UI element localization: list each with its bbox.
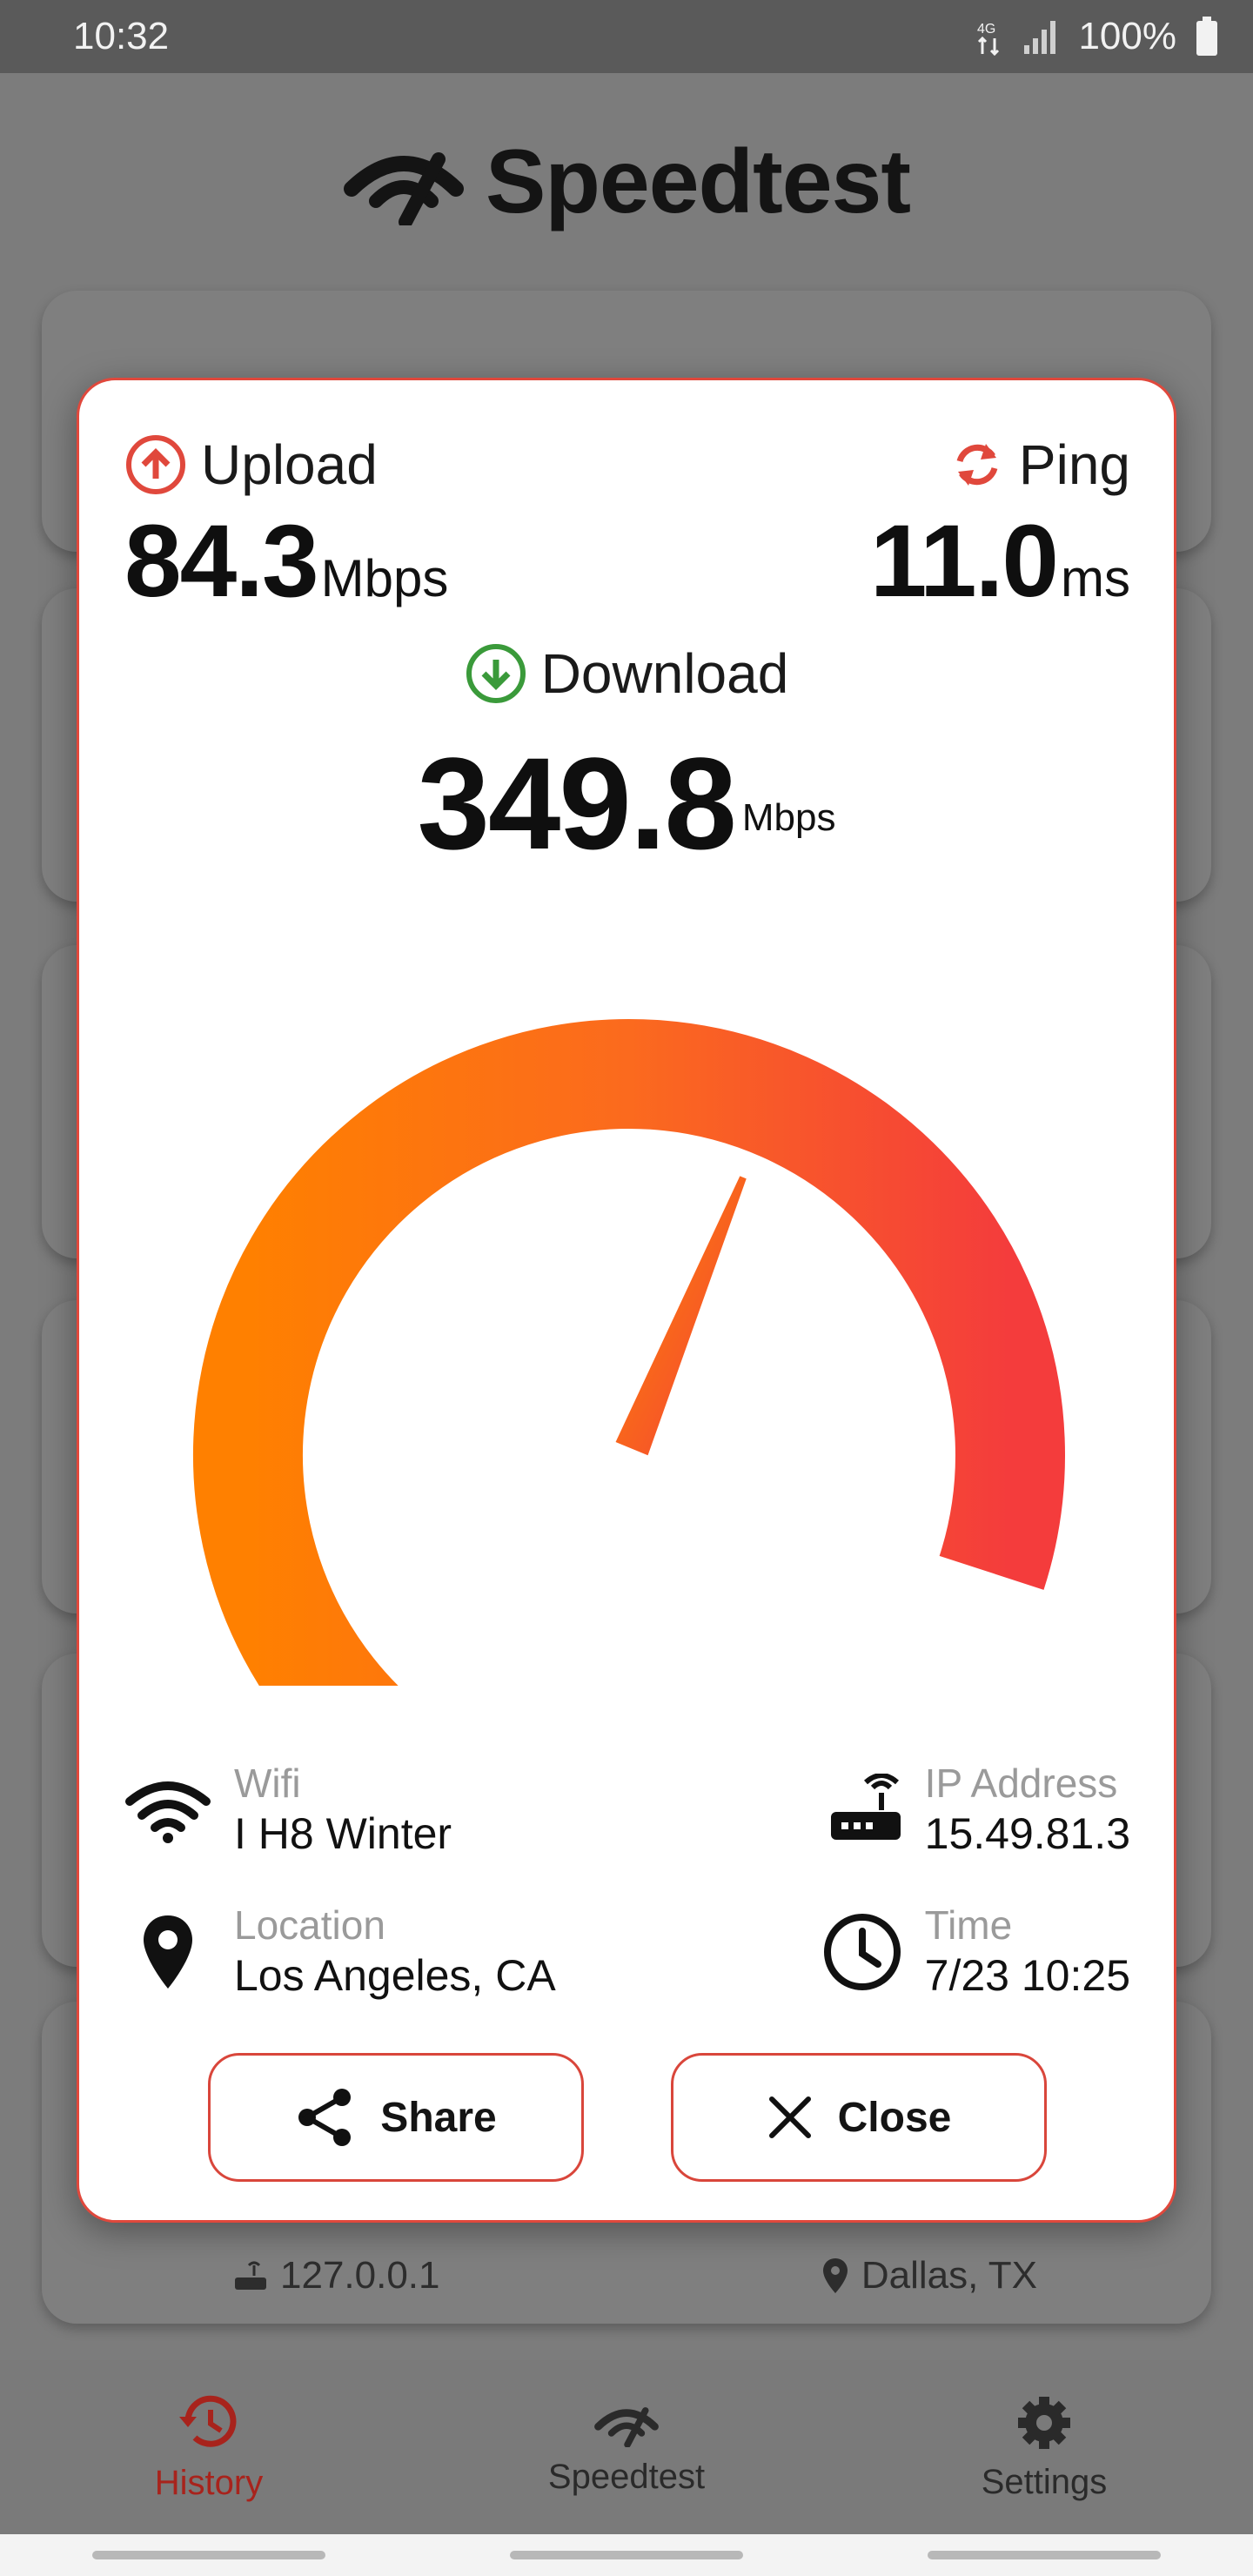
status-bar: 10:32 4G 100%	[0, 0, 1253, 73]
nav-settings[interactable]: Settings	[914, 2393, 1175, 2502]
ping-value: 11.0 ms	[870, 502, 1130, 621]
location-pin-icon	[144, 1915, 192, 1989]
status-time: 10:32	[73, 15, 170, 57]
location-info: Location Los Angeles, CA	[124, 1902, 556, 2002]
nav-history-label: History	[154, 2463, 264, 2502]
speedtest-logo-icon	[343, 152, 464, 225]
gauge-arc	[193, 1019, 1065, 1686]
gesture-handle[interactable]	[928, 2551, 1161, 2559]
ip-info: IP Address 15.49.81.3	[829, 1760, 1130, 1860]
upload-unit: Mbps	[320, 549, 449, 607]
share-button-label: Share	[380, 2094, 497, 2141]
wifi-icon	[125, 1781, 211, 1843]
network-icon: 4G	[977, 22, 1000, 56]
wifi-label: Wifi	[234, 1761, 301, 1806]
share-button[interactable]: Share	[208, 2053, 584, 2182]
signal-icon	[1024, 21, 1056, 54]
upload-label-text: Upload	[201, 433, 378, 496]
footer-location-text: Dallas, TX	[861, 2254, 1037, 2297]
wifi-value: I H8 Winter	[234, 1809, 452, 1859]
wifi-info: Wifi I H8 Winter	[124, 1760, 452, 1860]
footer-location: Dallas, TX	[821, 2254, 1037, 2298]
download-icon	[466, 644, 526, 703]
result-dialog: Upload 84.3 Mbps Ping 11.0 ms Download	[77, 378, 1176, 2223]
history-icon	[179, 2395, 237, 2447]
ping-number: 11.0	[869, 504, 1059, 619]
nav-speedtest-label: Speedtest	[547, 2457, 706, 2496]
upload-number: 84.3	[124, 504, 319, 619]
ping-label: Ping	[949, 433, 1130, 497]
close-button[interactable]: Close	[671, 2053, 1047, 2182]
time-value: 7/23 10:25	[924, 1951, 1130, 2001]
app-title: Speedtest	[485, 131, 911, 232]
battery-percent: 100%	[1078, 15, 1176, 57]
close-icon	[768, 2096, 811, 2138]
battery-icon	[1196, 17, 1217, 56]
close-button-label: Close	[837, 2094, 952, 2141]
ping-label-text: Ping	[1018, 433, 1130, 496]
upload-value: 84.3 Mbps	[124, 502, 448, 621]
nav-settings-label: Settings	[981, 2462, 1108, 2501]
speed-gauge	[193, 1019, 1065, 1686]
download-label-text: Download	[540, 642, 789, 705]
location-label: Location	[234, 1902, 385, 1948]
refresh-icon	[956, 444, 998, 486]
download-unit: Mbps	[741, 796, 836, 839]
location-pin-icon	[822, 2258, 848, 2293]
clock-icon	[823, 1913, 901, 1990]
status-icons: 4G 100%	[977, 15, 1218, 58]
time-info: Time 7/23 10:25	[822, 1902, 1130, 2002]
ip-label: IP Address	[924, 1761, 1118, 1806]
app-header: Speedtest	[0, 73, 1253, 291]
time-label: Time	[924, 1902, 1013, 1948]
nav-history[interactable]: History	[78, 2392, 339, 2503]
gauge-needle	[615, 1176, 747, 1456]
gesture-handle[interactable]	[92, 2551, 325, 2559]
download-label: Download	[79, 641, 1174, 706]
upload-icon	[126, 435, 185, 494]
share-icon	[298, 2089, 352, 2146]
footer-ip-text: 127.0.0.1	[280, 2254, 440, 2297]
bottom-navigation: History Speedtest Settings	[0, 2360, 1253, 2534]
nav-speedtest[interactable]: Speedtest	[496, 2398, 757, 2497]
ip-value: 15.49.81.3	[924, 1809, 1130, 1859]
speedtest-icon	[594, 2406, 659, 2447]
upload-label: Upload	[124, 433, 378, 497]
download-number: 349.8	[417, 730, 737, 876]
footer-ip: 127.0.0.1	[233, 2254, 440, 2298]
location-value: Los Angeles, CA	[234, 1951, 556, 2001]
gesture-handle[interactable]	[510, 2551, 743, 2559]
svg-text:4G: 4G	[977, 22, 995, 37]
download-value: 349.8 Mbps	[79, 728, 1174, 879]
router-icon	[830, 1773, 901, 1840]
gesture-navigation-bar	[0, 2534, 1253, 2576]
history-card-footer: 127.0.0.1 Dallas, TX	[42, 2228, 1211, 2324]
ping-unit: ms	[1061, 549, 1130, 607]
gear-icon	[1018, 2396, 1070, 2449]
router-icon	[235, 2261, 266, 2290]
